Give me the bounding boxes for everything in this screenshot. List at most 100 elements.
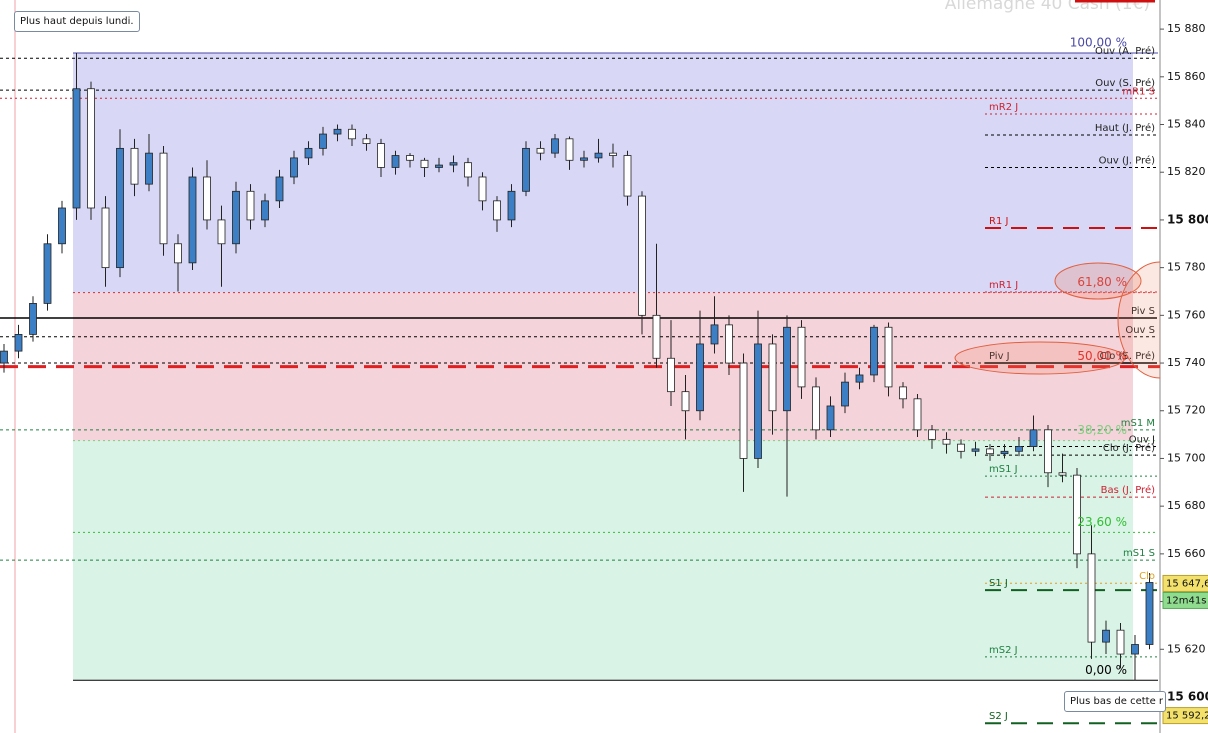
candle-body <box>725 324 733 364</box>
candle-body <box>783 326 791 412</box>
candle-body <box>377 143 385 168</box>
y-tick-label: 15 740 <box>1167 356 1206 369</box>
candle-body <box>116 147 124 269</box>
price-tag <box>1162 574 1208 592</box>
fib-label: 0,00 % <box>1085 663 1127 677</box>
y-tick-label: 15 820 <box>1167 165 1206 178</box>
candle-body <box>928 429 936 440</box>
level-label: mR1 S <box>1122 86 1155 97</box>
candle-body <box>188 176 197 264</box>
candle-body <box>275 176 284 202</box>
candle-body <box>1087 553 1096 643</box>
candle-body <box>478 176 487 202</box>
candle-body <box>551 138 559 154</box>
candle-body <box>391 155 400 168</box>
candle-body <box>623 155 632 197</box>
candle-body <box>580 157 588 161</box>
candle-body <box>449 162 458 166</box>
candle-body <box>739 362 748 459</box>
candles <box>0 52 1154 681</box>
y-tick-label: 15 660 <box>1167 547 1206 560</box>
candle-body <box>29 303 37 335</box>
candle-body <box>1145 582 1154 645</box>
candle-body <box>217 219 226 245</box>
level-label: S1 J <box>989 578 1008 589</box>
fib-label: 23,60 % <box>1077 515 1127 529</box>
price-tag-label: 15 647,6 <box>1166 578 1208 589</box>
candle-body <box>333 128 342 135</box>
countdown: 12m41s <box>1166 595 1206 606</box>
candle-body <box>290 157 298 178</box>
fib-label: 50,00 % <box>1077 349 1127 363</box>
candle-body <box>754 343 762 459</box>
candle-body <box>942 438 951 445</box>
fib-label: 100,00 % <box>1070 35 1127 49</box>
candle-body <box>1015 446 1023 452</box>
candle-body <box>246 190 255 221</box>
y-tick-label: 15 840 <box>1167 118 1206 131</box>
candle-body <box>638 195 646 316</box>
candle-body <box>536 147 545 154</box>
candle-body <box>652 314 661 359</box>
level-label: Piv S <box>1131 306 1155 317</box>
level-label: mS1 S <box>1123 548 1155 559</box>
candle-body <box>594 152 603 159</box>
candle-body <box>130 147 139 185</box>
candle-body <box>522 147 530 192</box>
chart-title: Allemagne 40 Cash (1€) <box>945 0 1150 14</box>
candle-body <box>841 381 849 407</box>
candle-body <box>0 350 8 364</box>
candle-body <box>406 155 414 161</box>
fib-label: 61,80 % <box>1077 275 1127 289</box>
candle-body <box>1073 474 1081 555</box>
candle-body <box>1116 629 1125 655</box>
y-tick-label: 15 760 <box>1167 308 1206 321</box>
level-label: mS1 J <box>989 464 1018 475</box>
candle-body <box>435 164 443 168</box>
level-label: S2 J <box>989 711 1008 722</box>
candle-body <box>667 357 675 393</box>
candle-body <box>681 391 690 412</box>
y-tick-label: 15 880 <box>1167 22 1206 35</box>
candle-body <box>696 343 704 412</box>
y-tick-label: 15 680 <box>1167 499 1206 512</box>
candle-body <box>507 190 516 221</box>
candle-body <box>319 133 327 149</box>
price-tag-label: 15 592,2 <box>1166 711 1208 722</box>
candle-body <box>826 405 835 431</box>
level-label: mR1 J <box>989 280 1018 291</box>
y-tick-label: 15 780 <box>1167 261 1206 274</box>
level-label: Clo (J. Pré) <box>1103 442 1155 454</box>
level-label: Ouv (S. Pré) <box>1095 77 1155 89</box>
candle-body <box>971 448 980 452</box>
level-label: Clo <box>1139 571 1155 582</box>
y-tick-label: 15 620 <box>1167 642 1206 655</box>
candle-body <box>493 200 501 221</box>
candle-body <box>913 398 922 431</box>
fib-zone <box>73 52 1133 293</box>
level-label: Ouv (J. Pré) <box>1099 154 1155 166</box>
candle-body <box>957 443 965 452</box>
candle-body <box>1044 429 1052 474</box>
level-label: Ouv S <box>1125 325 1155 336</box>
highlight <box>1054 262 1142 300</box>
candle-body <box>1029 429 1038 447</box>
candle-body <box>232 190 240 245</box>
level-label: Ouv J <box>1129 435 1155 446</box>
y-tick-label: 15 800 <box>1167 212 1208 226</box>
candle-body <box>870 326 878 376</box>
candle-body <box>87 88 95 209</box>
candle-body <box>768 343 777 412</box>
level-label: R1 J <box>989 216 1008 227</box>
highlight <box>954 341 1126 375</box>
candle-body <box>1102 629 1110 643</box>
level-label: Bas (J. Pré) <box>1101 484 1155 496</box>
countdown-tag <box>1162 591 1208 609</box>
candle-body <box>797 326 806 388</box>
candle-body <box>565 138 574 161</box>
candle-body <box>101 207 110 269</box>
candle-body <box>1000 450 1009 455</box>
level-label: mR2 J <box>989 102 1018 113</box>
